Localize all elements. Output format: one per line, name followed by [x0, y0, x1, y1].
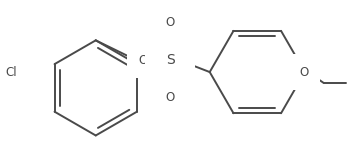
Text: O: O: [139, 54, 148, 67]
Text: S: S: [166, 53, 174, 67]
Text: Cl: Cl: [5, 66, 17, 79]
Text: Cl: Cl: [145, 64, 157, 77]
Text: O: O: [299, 66, 308, 79]
Text: O: O: [165, 16, 175, 29]
Text: O: O: [165, 91, 175, 104]
